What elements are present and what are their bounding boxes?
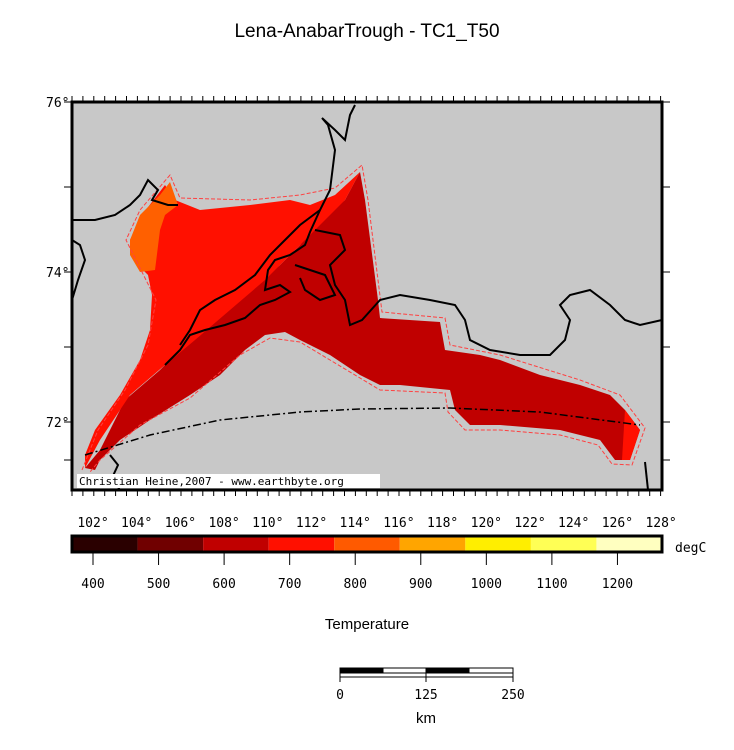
credit-box (77, 474, 380, 488)
colorbar-swatch (334, 536, 400, 552)
lat-label: 76° (46, 96, 69, 111)
scale-label: 250 (501, 688, 524, 703)
lat-label: 74° (46, 266, 69, 281)
colorbar: 400 500 600 700 800 900 1000 1100 1200 (72, 536, 662, 592)
lon-label: 128° (645, 516, 676, 531)
lon-labels: 102° 104° 106° 108° 110° 112° 114° 116° 118° 120°… (77, 516, 676, 531)
colorbar-swatch (137, 536, 204, 552)
credit-text: Christian Heine,2007 - www.earthbyte.org (79, 475, 344, 488)
colorbar-tick-label: 500 (147, 577, 170, 592)
scale-bar (339, 667, 514, 682)
lat-label: 72° (46, 416, 69, 431)
colorbar-swatch (72, 536, 138, 552)
colorbar-tick-label: 800 (343, 577, 366, 592)
colorbar-unit: degC (675, 541, 706, 556)
lon-label: 106° (165, 516, 196, 531)
lon-label: 104° (121, 516, 152, 531)
scale-label: 125 (414, 688, 437, 703)
lon-label: 120° (471, 516, 502, 531)
map-frame (70, 100, 664, 492)
lon-label: 110° (252, 516, 283, 531)
scale-label: 0 (336, 688, 344, 703)
colorbar-swatch (596, 536, 662, 552)
colorbar-swatch (399, 536, 466, 552)
lon-label: 102° (77, 516, 108, 531)
colorbar-swatch (465, 536, 531, 552)
colorbar-swatch (203, 536, 269, 552)
coastline (71, 104, 663, 491)
scale-unit: km (416, 710, 436, 727)
map-title: Lena-AnabarTrough - TC1_T50 (234, 21, 499, 42)
colorbar-tick-label: 700 (278, 577, 301, 592)
lon-label: 112° (296, 516, 327, 531)
lon-label: 114° (340, 516, 371, 531)
colorbar-frame (70, 534, 664, 554)
colorbar-tick-label: 900 (409, 577, 432, 592)
colorbar-swatch (268, 536, 335, 552)
map-ticks (64, 96, 670, 496)
lon-label: 108° (208, 516, 239, 531)
colorbar-tick-label: 600 (212, 577, 235, 592)
lon-label: 122° (514, 516, 545, 531)
basin-outline (81, 164, 646, 473)
lon-label: 116° (383, 516, 414, 531)
colorbar-tick-label: 1000 (471, 577, 502, 592)
lon-label: 124° (558, 516, 589, 531)
lon-label: 118° (427, 516, 458, 531)
temperature-600-region (85, 172, 640, 470)
colorbar-swatch (530, 536, 597, 552)
lon-label: 126° (602, 516, 633, 531)
colorbar-tick-label: 1200 (602, 577, 633, 592)
colorbar-tick-label: 400 (81, 577, 104, 592)
colorbar-tick-label: 1100 (536, 577, 567, 592)
colorbar-label: Temperature (325, 616, 409, 633)
